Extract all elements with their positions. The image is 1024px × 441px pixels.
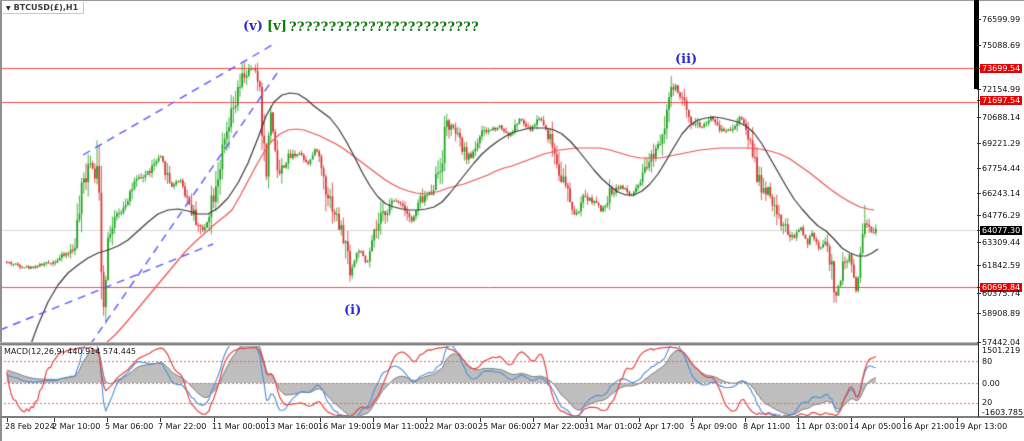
- price-label: 64776.29: [982, 211, 1021, 220]
- time-label: 5 Apr 09:00: [690, 422, 738, 431]
- time-label: 19 Mar 11:00: [371, 422, 425, 431]
- price-level-label: 73699.54: [980, 64, 1023, 73]
- time-tick: [533, 418, 534, 422]
- window-top-border: [0, 0, 1024, 1]
- price-label: 58908.89: [982, 309, 1021, 318]
- time-tick: [7, 418, 8, 422]
- time-label: 2 Apr 17:00: [637, 422, 685, 431]
- price-label: 75088.69: [982, 41, 1021, 50]
- time-label: 27 Mar 22:00: [531, 422, 585, 431]
- macd-scale-label: 0.00: [982, 379, 1000, 388]
- macd-scale-label: 80: [982, 357, 993, 366]
- price-label: 63309.44: [982, 238, 1021, 247]
- time-tick: [107, 418, 108, 422]
- time-tick: [851, 418, 852, 422]
- symbol-dropdown[interactable]: ▼ BTCUSD(£),H1: [3, 2, 85, 14]
- time-tick: [214, 418, 215, 422]
- window-left-border: [0, 0, 2, 441]
- current-price-label: 64077.30: [980, 226, 1023, 235]
- time-label: 16 Mar 19:00: [318, 422, 372, 431]
- price-tick: [977, 68, 981, 69]
- price-tick: [977, 230, 981, 231]
- time-axis-border: [0, 416, 1024, 418]
- time-tick: [426, 418, 427, 422]
- time-label: 25 Mar 06:00: [478, 422, 532, 431]
- price-axis-border: [978, 0, 979, 417]
- price-tick: [977, 313, 981, 314]
- time-tick: [904, 418, 905, 422]
- time-tick: [267, 418, 268, 422]
- time-tick: [692, 418, 693, 422]
- price-tick: [977, 215, 981, 216]
- wave-label-i[interactable]: (i): [344, 303, 362, 318]
- wave-label-ii[interactable]: (ii): [675, 52, 698, 67]
- time-tick: [320, 418, 321, 422]
- price-chart-canvas[interactable]: [0, 0, 979, 342]
- time-label: 8 Apr 11:00: [743, 422, 791, 431]
- price-label: 72154.99: [982, 85, 1021, 94]
- time-label: 13 Mar 16:00: [265, 422, 319, 431]
- price-tick: [977, 287, 981, 288]
- question-marks-annotation[interactable]: ????????????????????????: [289, 20, 480, 35]
- price-tick: [977, 143, 981, 144]
- price-tick: [977, 45, 981, 46]
- price-level-label: 71697.54: [980, 96, 1023, 105]
- wave-label-v-bracket[interactable]: [v]: [267, 19, 287, 34]
- price-level-label: 60695.84: [980, 283, 1023, 292]
- time-tick: [480, 418, 481, 422]
- time-tick: [586, 418, 587, 422]
- price-tick: [977, 293, 981, 294]
- price-label: 69221.29: [982, 139, 1021, 148]
- time-tick: [798, 418, 799, 422]
- price-label: 76599.99: [982, 15, 1021, 24]
- price-label: 67754.44: [982, 164, 1021, 173]
- price-label: 60375.74: [982, 289, 1021, 298]
- price-tick: [977, 265, 981, 266]
- price-tick: [977, 342, 981, 343]
- time-label: 11 Mar 00:00: [212, 422, 266, 431]
- time-label: 11 Apr 03:00: [796, 422, 849, 431]
- time-tick: [160, 418, 161, 422]
- time-tick: [957, 418, 958, 422]
- price-tick: [977, 242, 981, 243]
- macd-scale-label: -1603.785: [982, 408, 1024, 417]
- price-tick: [977, 19, 981, 20]
- price-label: 57442.04: [982, 338, 1021, 347]
- macd-scale-label: 1501.219: [982, 346, 1021, 355]
- price-tick: [977, 193, 981, 194]
- price-tick: [977, 117, 981, 118]
- time-tick: [54, 418, 55, 422]
- time-label: 2 Mar 10:00: [52, 422, 101, 431]
- price-scale-grip[interactable]: [974, 0, 979, 89]
- time-label: 22 Mar 03:00: [424, 422, 478, 431]
- price-tick: [977, 100, 981, 101]
- time-label: 31 Mar 01:00: [584, 422, 638, 431]
- price-tick: [977, 89, 981, 90]
- time-label: 19 Apr 13:00: [955, 422, 1008, 431]
- price-label: 66243.14: [982, 189, 1021, 198]
- macd-scale-label: 20: [982, 398, 993, 407]
- time-tick: [745, 418, 746, 422]
- price-tick: [977, 168, 981, 169]
- time-label: 16 Apr 21:00: [902, 422, 955, 431]
- symbol-timeframe-label: BTCUSD(£),H1: [13, 3, 79, 12]
- wave-label-v[interactable]: (v): [243, 19, 263, 34]
- time-label: 14 Apr 05:00: [849, 422, 902, 431]
- triangle-down-icon: ▼: [6, 5, 11, 12]
- time-label: 5 Mar 06:00: [105, 422, 154, 431]
- time-tick: [639, 418, 640, 422]
- price-label: 70688.14: [982, 113, 1021, 122]
- time-label: 7 Mar 22:00: [158, 422, 207, 431]
- price-label: 61842.59: [982, 261, 1021, 270]
- macd-indicator-label: MACD(12,26,9) 440.914 574.445: [4, 347, 137, 356]
- time-label: 28 Feb 2024: [5, 422, 55, 431]
- chart-macd-splitter[interactable]: [0, 342, 979, 346]
- time-tick: [373, 418, 374, 422]
- macd-indicator-canvas[interactable]: [0, 346, 979, 416]
